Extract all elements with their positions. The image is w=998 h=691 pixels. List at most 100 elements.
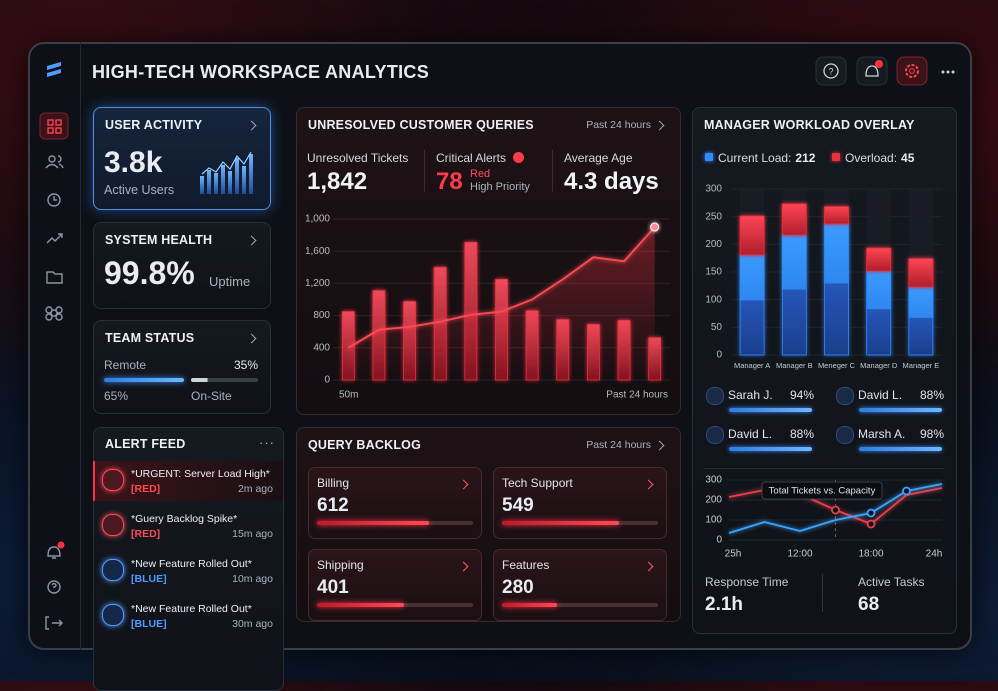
svg-text:?: ? [828, 66, 833, 76]
person-bar [729, 408, 812, 412]
person-value: 88% [919, 388, 944, 402]
person-value: 94% [789, 388, 814, 402]
stat-label: Response Time [705, 575, 789, 589]
progress-track [317, 603, 473, 607]
nav-folder[interactable] [46, 271, 63, 284]
settings-button[interactable] [896, 56, 928, 86]
legend-label: Overload: [845, 151, 898, 165]
legend-swatch [832, 153, 840, 161]
progress-fill [502, 521, 619, 525]
person-name: Sarah J. [728, 388, 773, 402]
remote-value: 35% [233, 358, 258, 372]
backlog-card[interactable] [493, 467, 667, 539]
alert-time: 10m ago [232, 573, 273, 585]
progress-fill [317, 603, 405, 607]
metric-label: Active Users [104, 183, 175, 197]
alert-title: *URGENT: Server Load High* [131, 468, 270, 480]
backlog-value: 280 [502, 577, 534, 598]
logo [47, 62, 61, 77]
page-title: HIGH-TECH WORKSPACE ANALYTICS [92, 62, 430, 82]
alert-title: *Guery Backlog Spike* [131, 513, 238, 525]
alert-icon [102, 604, 124, 626]
toolbar: ? [815, 56, 955, 86]
person-bar [859, 408, 942, 412]
nav-logout[interactable] [45, 616, 63, 630]
metric-value: 3.8k [104, 146, 163, 179]
period-label[interactable]: Past 24 hours [586, 439, 651, 451]
card-title: ALERT FEED [105, 437, 186, 451]
help-button[interactable] [815, 56, 847, 86]
stat-value: 4.3 days [564, 168, 659, 195]
legend-value: 212 [795, 151, 816, 165]
nav-help[interactable] [47, 580, 61, 594]
avatar [836, 387, 854, 405]
stat-label: Critical Alerts [436, 151, 507, 165]
alert-tag: [BLUE] [131, 573, 167, 585]
stat-value: 68 [858, 594, 880, 615]
alert-title: *New Feature Rolled Out* [131, 603, 252, 615]
alert-tag: [BLUE] [131, 618, 167, 630]
nav-users[interactable] [48, 155, 56, 163]
person-value: 88% [789, 427, 814, 441]
metric-label: Uptime [209, 274, 251, 289]
person-bar [729, 447, 812, 451]
team-status-card[interactable] [93, 320, 271, 414]
card-title: TEAM STATUS [105, 331, 195, 345]
onsite-bar [104, 378, 184, 382]
alert-time: 15m ago [232, 528, 273, 540]
progress-fill [502, 603, 557, 607]
progress-fill [317, 521, 430, 525]
nav-clock[interactable] [47, 193, 61, 207]
more-button[interactable] [941, 70, 955, 74]
progress-track [502, 521, 658, 525]
stat-value: 2.1h [705, 594, 744, 615]
sparkline-icon [200, 151, 253, 194]
legend-value: 45 [901, 151, 915, 165]
sidebar-icons [39, 62, 69, 630]
person-bar [859, 447, 942, 451]
backlog-label: Features [502, 558, 550, 572]
card-title: USER ACTIVITY [105, 118, 203, 132]
divider [822, 574, 823, 612]
card-title: UNRESOLVED CUSTOMER QUERIES [308, 118, 534, 132]
alert-highlight[interactable] [93, 461, 283, 501]
stat-tag: Red [470, 168, 491, 180]
nav-trend[interactable] [46, 233, 63, 244]
person-name: David L. [728, 427, 773, 441]
nav-notifications[interactable] [47, 546, 61, 559]
card-title: QUERY BACKLOG [308, 438, 422, 452]
alert-tag: [RED] [131, 483, 161, 495]
alert-icon [102, 514, 124, 536]
avatar [836, 426, 854, 444]
alert-time: 30m ago [232, 618, 273, 630]
nav-active[interactable] [39, 112, 69, 140]
divider [552, 150, 553, 192]
legend-label: Current Load: [718, 151, 792, 165]
backlog-value: 549 [502, 495, 534, 516]
alert-icon [102, 469, 124, 491]
backlog-label: Tech Support [502, 476, 573, 490]
stat-value: 1,842 [307, 168, 368, 195]
alert-time: 2m ago [237, 483, 273, 495]
period-label[interactable]: Past 24 hours [586, 119, 651, 131]
legend-swatch [705, 153, 713, 161]
backlog-card[interactable] [308, 549, 482, 621]
backlog-value: 401 [317, 577, 349, 598]
onsite-value: 65% [104, 389, 129, 403]
person-name: David L. [858, 388, 903, 402]
alert-icon [102, 559, 124, 581]
divider [424, 150, 425, 192]
more-button[interactable]: ··· [259, 435, 275, 450]
stat-label: Unresolved Tickets [307, 151, 409, 165]
backlog-card[interactable] [308, 467, 482, 539]
backlog-card[interactable] [493, 549, 667, 621]
avatar [706, 426, 724, 444]
system-health-card[interactable] [93, 222, 271, 309]
user-activity-card[interactable] [93, 107, 271, 210]
alert-title: *New Feature Rolled Out* [131, 558, 252, 570]
person-value: 98% [919, 427, 944, 441]
divider [704, 468, 944, 469]
notifications-button[interactable] [856, 56, 888, 86]
sidebar [28, 42, 81, 650]
